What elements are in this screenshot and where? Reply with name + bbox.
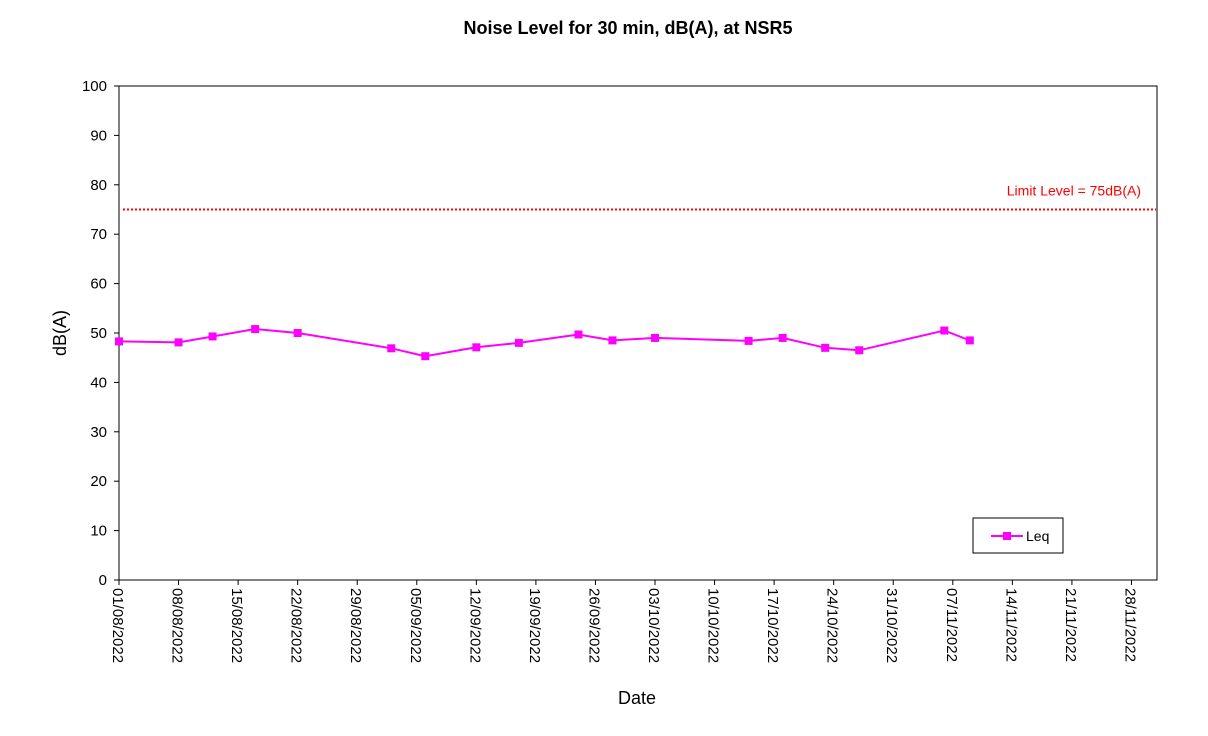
limit-level: Limit Level = 75dB(A) (123, 183, 1156, 211)
x-tick-label: 15/08/2022 (228, 588, 245, 663)
data-point (574, 330, 583, 339)
y-axis-title: dB(A) (50, 310, 70, 356)
y-tick-label: 60 (90, 276, 107, 293)
x-tick-label: 22/08/2022 (288, 588, 305, 663)
y-axis: 0 10 20 30 40 50 60 70 80 90 100 (82, 78, 119, 589)
x-tick-label: 24/10/2022 (824, 588, 841, 663)
limit-label: Limit Level = 75dB(A) (1007, 183, 1141, 199)
data-point (778, 333, 787, 342)
legend-label: Leq (1026, 528, 1049, 544)
data-point (651, 333, 660, 342)
x-tick-label: 03/10/2022 (645, 588, 662, 663)
x-axis-title: Date (618, 688, 656, 708)
y-tick-label: 50 (90, 325, 107, 342)
x-axis: 01/08/2022 08/08/2022 15/08/2022 22/08/2022… (109, 580, 1138, 663)
data-point (251, 325, 260, 334)
x-tick-label: 28/11/2022 (1121, 588, 1138, 662)
x-tick-label: 14/11/2022 (1002, 588, 1019, 662)
y-tick-label: 90 (90, 127, 107, 144)
data-point (821, 343, 830, 352)
chart-title: Noise Level for 30 min, dB(A), at NSR5 (463, 18, 792, 38)
y-tick-label: 70 (90, 226, 107, 243)
y-tick-label: 80 (90, 177, 107, 194)
data-point (293, 329, 302, 337)
x-tick-label: 08/08/2022 (169, 588, 186, 663)
data-point (115, 337, 123, 346)
x-tick-label: 17/10/2022 (764, 588, 781, 663)
data-point (940, 326, 949, 335)
data-point (472, 343, 481, 352)
y-tick-label: 30 (90, 424, 107, 441)
x-tick-label: 21/11/2022 (1062, 588, 1079, 662)
x-tick-label: 29/08/2022 (347, 588, 364, 663)
data-point (855, 346, 864, 355)
x-tick-label: 19/09/2022 (526, 588, 543, 663)
data-point (174, 338, 183, 347)
x-tick-label: 07/11/2022 (943, 588, 960, 662)
data-point (387, 344, 396, 353)
x-tick-label: 31/10/2022 (883, 588, 900, 663)
series-group (115, 325, 974, 361)
y-tick-label: 40 (90, 374, 107, 391)
data-point (965, 336, 974, 345)
data-point (421, 352, 430, 361)
data-point (514, 338, 523, 347)
y-tick-label: 100 (82, 78, 107, 95)
y-tick-label: 20 (90, 473, 107, 490)
data-point (608, 336, 617, 345)
legend: Leq (972, 517, 1064, 554)
x-tick-label: 26/09/2022 (585, 588, 602, 663)
x-tick-label: 12/09/2022 (466, 588, 483, 663)
x-tick-label: 01/08/2022 (109, 588, 126, 663)
x-tick-label: 05/09/2022 (407, 588, 424, 663)
series-line (118, 327, 971, 358)
data-point (744, 336, 753, 345)
y-tick-label: 0 (99, 572, 107, 589)
x-tick-label: 10/10/2022 (705, 588, 722, 663)
data-point (208, 332, 217, 341)
y-tick-label: 10 (90, 523, 107, 540)
plot-area (118, 85, 1158, 581)
legend-marker (1003, 532, 1011, 540)
